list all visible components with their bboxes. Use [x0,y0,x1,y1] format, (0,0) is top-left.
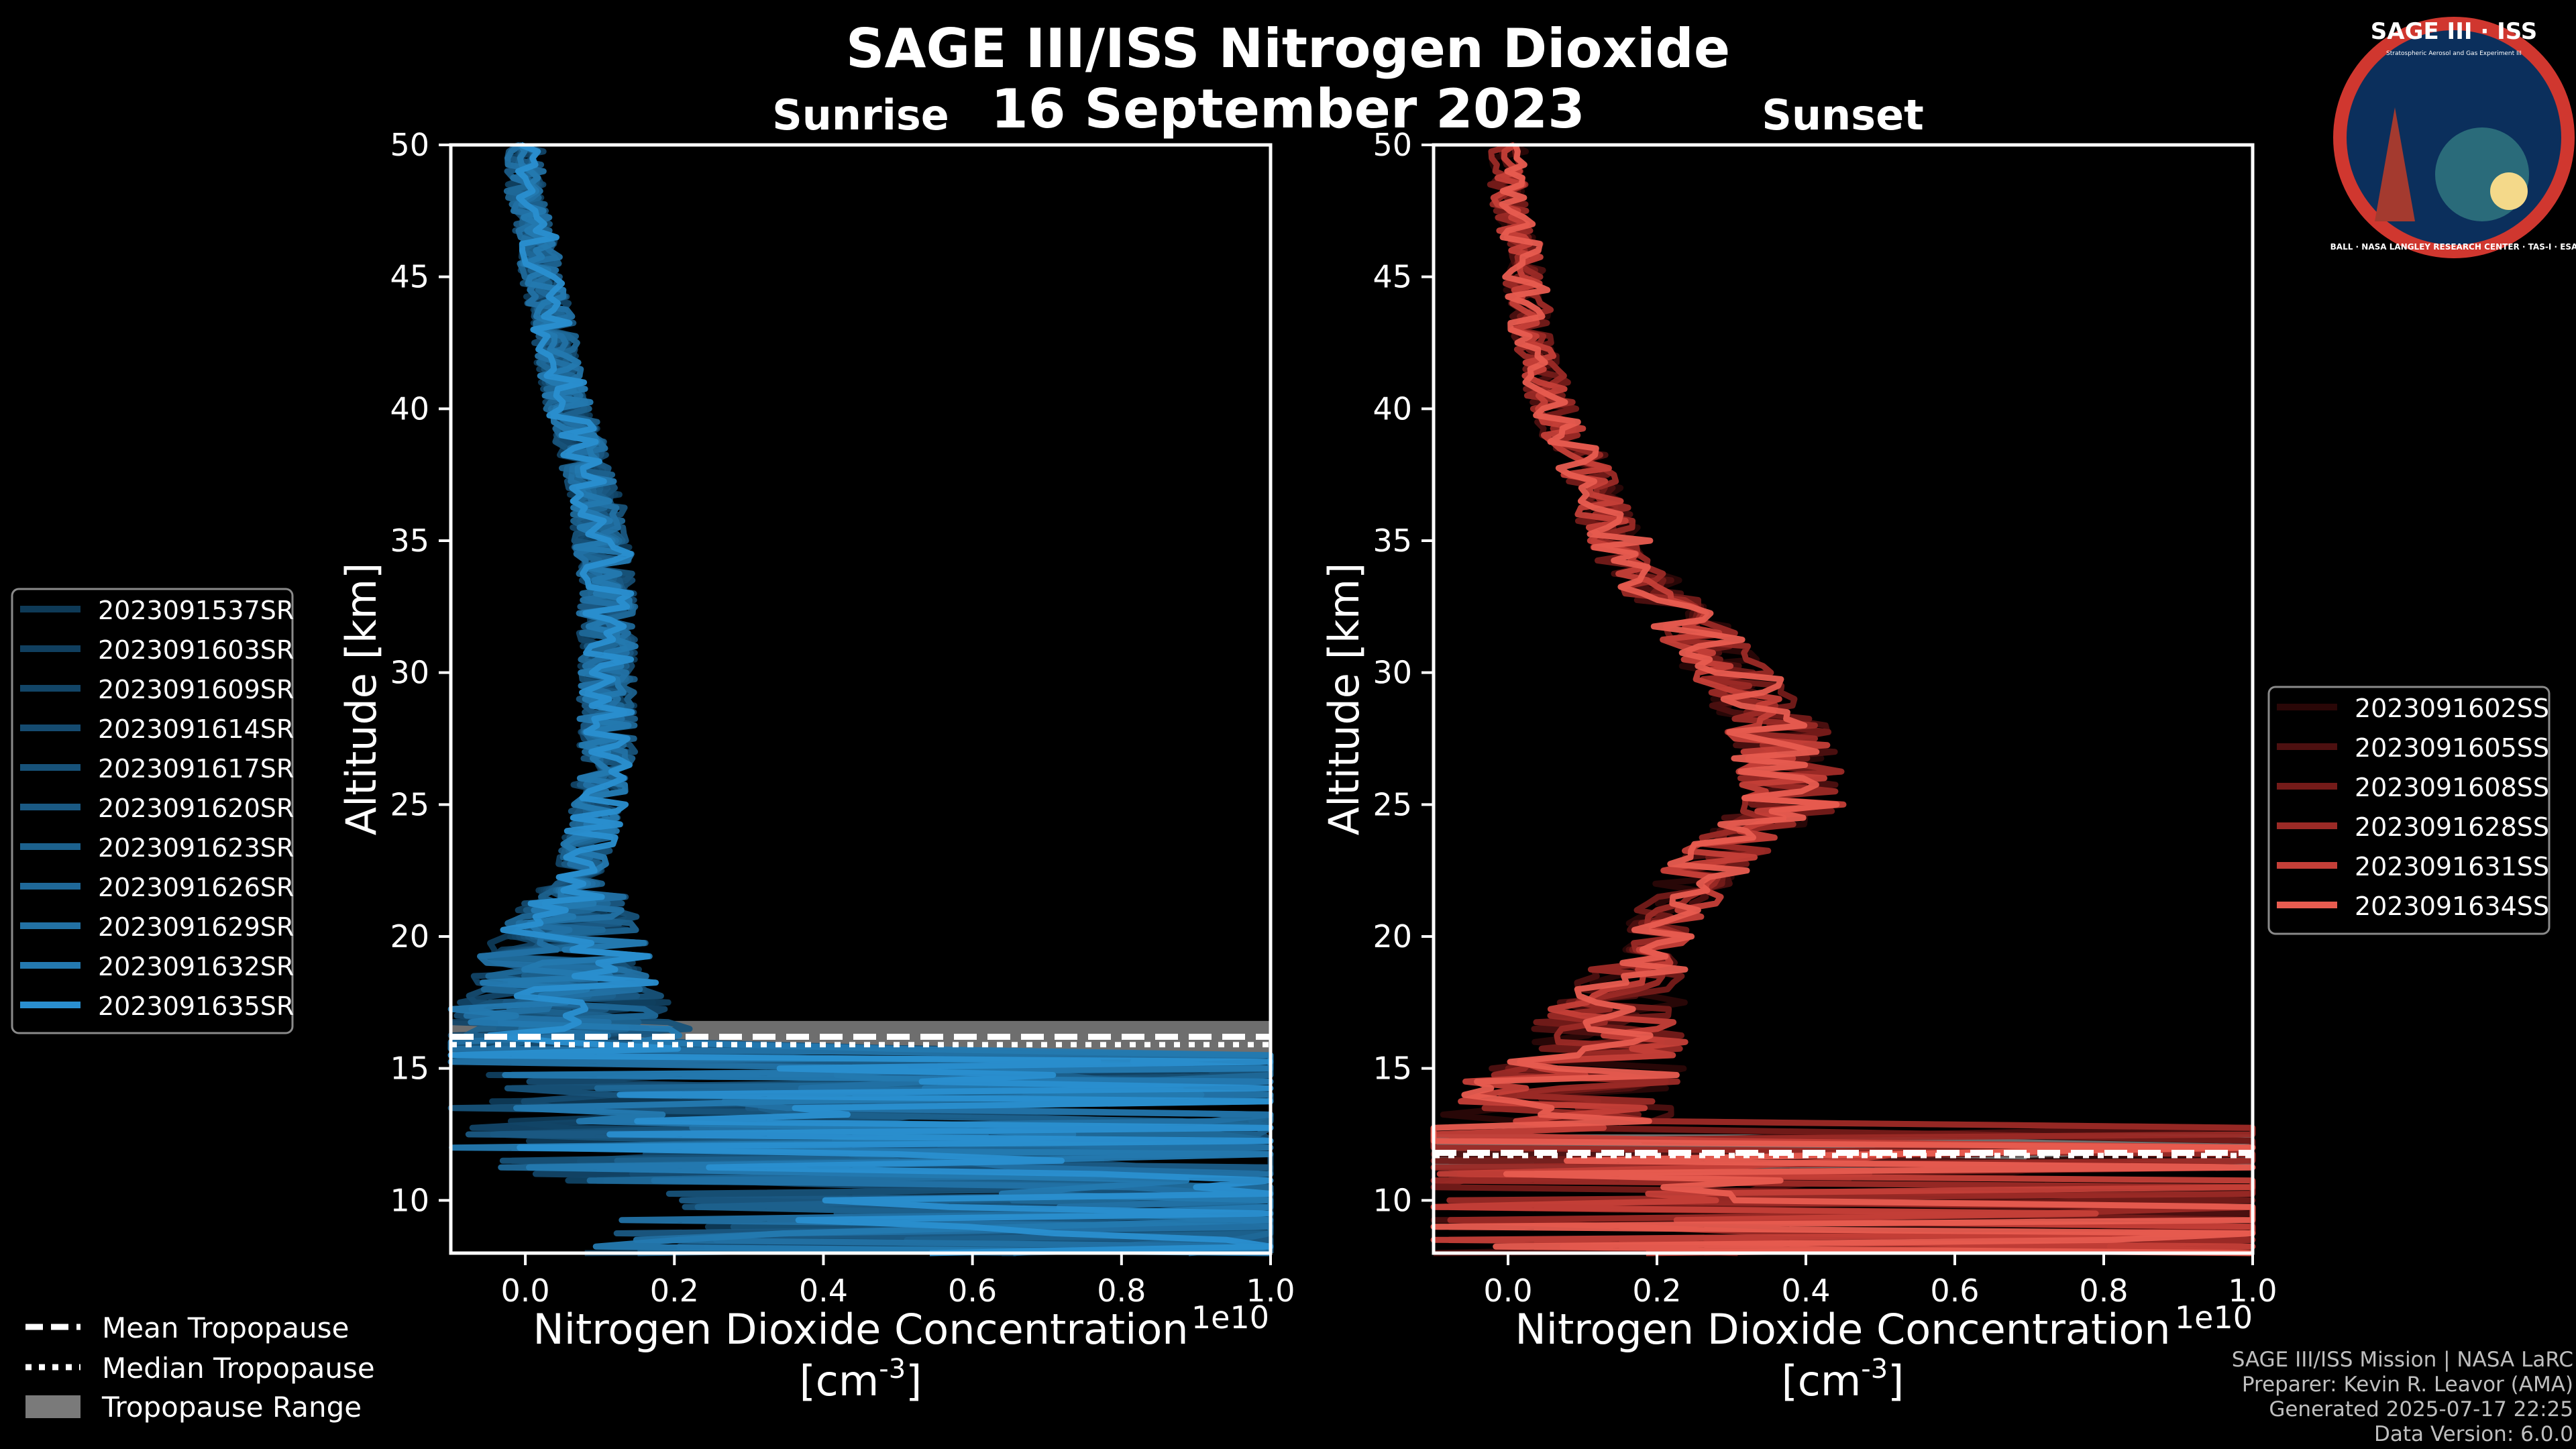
legend-label: 2023091623SR [98,833,294,863]
sunset-tropopause-lines [1434,1150,2253,1159]
sunrise-tropopause-lines [451,1033,1271,1048]
logo-figure-icon [2375,107,2415,221]
sunset-legend-box [2267,686,2551,935]
legend-label: 2023091620SR [98,794,294,823]
figure-date: 16 September 2023 [991,78,1585,140]
x-tick-label: 0.4 [799,1273,848,1309]
sunrise-y-ticks: 10 15 20 25 30 35 40 45 50 [390,127,451,1218]
y-tick-label: 50 [390,127,429,163]
logo-title: SAGE III · ISS [2371,18,2537,45]
tropopause-legend: Mean Tropopause Median Tropopause Tropop… [25,1311,375,1424]
legend-label: 2023091608SS [2355,773,2549,802]
sunset-y-axis-label: Altitude [km] [1320,563,1368,836]
sunset-panel-title: Sunset [1762,91,1924,140]
sage-mission-logo: SAGE III · ISS Stratospheric Aerosol and… [2330,17,2576,258]
footer-preparer: Preparer: Kevin R. Leavor (AMA) [2242,1373,2573,1397]
sunset-legend: 2023091602SS 2023091605SS 2023091608SS 2023… [2267,686,2551,935]
legend-label: 2023091632SR [98,952,294,981]
sunset-units-base: [cm [1782,1356,1862,1405]
x-tick-label: 0.8 [1097,1273,1146,1309]
legend-label: 2023091634SS [2355,892,2549,921]
mean-tropopause-label: Mean Tropopause [102,1311,349,1344]
y-tick-label: 35 [390,523,429,559]
y-tick-label: 50 [1373,127,1412,163]
x-tick-label: 0.8 [2079,1273,2128,1309]
sunset-units-close: ] [1888,1356,1904,1405]
x-tick-label: 0.6 [1930,1273,1979,1309]
sunset-x-axis-label: Nitrogen Dioxide Concentration [1515,1305,2170,1354]
x-tick-label: 0.0 [1483,1273,1532,1309]
y-tick-label: 35 [1373,523,1412,559]
legend-label: 2023091605SS [2355,733,2549,763]
footer-mission: SAGE III/ISS Mission | NASA LaRC [2232,1348,2573,1372]
x-tick-label: 0.4 [1781,1273,1830,1309]
sunset-x-offset-label: 1e10 [2175,1299,2253,1336]
y-tick-label: 20 [390,918,429,955]
sunrise-legend-box [11,588,294,1034]
sunrise-units-base: [cm [800,1356,879,1405]
sunrise-units-exponent: -3 [879,1354,906,1385]
logo-ring-text: BALL · NASA LANGLEY RESEARCH CENTER · TA… [2330,242,2576,252]
sunset-axes-frame [1432,143,2255,1255]
sunrise-x-axis-units: [cm-3] [800,1354,922,1405]
x-tick-label: 1.0 [2228,1273,2277,1309]
y-tick-label: 40 [390,390,429,427]
legend-label: 2023091626SR [98,873,294,902]
sunset-x-ticks: 0.0 0.2 0.4 0.6 0.8 1.0 [1483,1253,2277,1309]
figure-title: SAGE III/ISS Nitrogen Dioxide [846,17,1730,80]
sunset-plot-panel: 0.0 0.2 0.4 0.6 0.8 1.0 10 15 20 25 30 35 40 45 50 Ni… [1320,127,2277,1405]
sunrise-legend: 2023091537SR 2023091603SR 2023091609SR 2023… [11,588,294,1034]
sunrise-y-axis-label: Altitude [km] [337,563,386,836]
sunrise-axes-frame [449,143,1273,1255]
y-tick-label: 40 [1373,390,1412,427]
profile-line-2023091634SS [1430,144,2256,1256]
legend-label: 2023091602SS [2355,694,2549,723]
x-tick-label: 0.6 [948,1273,997,1309]
logo-subtitle: Stratospheric Aerosol and Gas Experiment… [2386,50,2522,57]
y-tick-label: 15 [1373,1051,1412,1087]
legend-label: 2023091609SR [98,675,294,704]
legend-label: 2023091629SR [98,912,294,942]
y-tick-label: 30 [1373,655,1412,691]
y-tick-label: 45 [390,259,429,295]
y-tick-label: 10 [1373,1182,1412,1218]
sunrise-x-axis-label: Nitrogen Dioxide Concentration [533,1305,1188,1354]
y-tick-label: 25 [1373,786,1412,822]
x-tick-label: 0.2 [650,1273,699,1309]
x-tick-label: 0.2 [1632,1273,1681,1309]
logo-sun-icon [2490,172,2528,210]
sunrise-x-ticks: 0.0 0.2 0.4 0.6 0.8 1.0 [501,1253,1295,1309]
legend-label: 2023091603SR [98,635,294,665]
sunset-y-ticks: 10 15 20 25 30 35 40 45 50 [1373,127,1434,1218]
y-tick-label: 20 [1373,918,1412,955]
sunset-units-exponent: -3 [1861,1354,1888,1385]
x-tick-label: 1.0 [1246,1273,1295,1309]
tropopause-range-swatch [25,1395,80,1418]
sunrise-panel-title: Sunrise [772,91,949,140]
sunset-x-axis-units: [cm-3] [1782,1354,1904,1405]
y-tick-label: 45 [1373,259,1412,295]
legend-label: 2023091628SS [2355,812,2549,842]
footer-version: Data Version: 6.0.0 [2374,1422,2573,1446]
x-tick-label: 0.0 [501,1273,550,1309]
legend-label: 2023091635SR [98,991,294,1021]
legend-label: 2023091617SR [98,754,294,784]
median-tropopause-label: Median Tropopause [102,1352,375,1385]
footer-credits: SAGE III/ISS Mission | NASA LaRC Prepare… [2232,1348,2573,1446]
legend-label: 2023091614SR [98,714,294,744]
sunset-profile-lines [1430,142,2256,1256]
legend-label: 2023091537SR [98,596,294,625]
y-tick-label: 30 [390,655,429,691]
y-tick-label: 15 [390,1051,429,1087]
y-tick-label: 10 [390,1182,429,1218]
tropopause-range-label: Tropopause Range [101,1391,362,1424]
profile-line-2023091635SR [447,142,1274,1256]
y-tick-label: 25 [390,786,429,822]
sunrise-plot-panel: 0.0 0.2 0.4 0.6 0.8 1.0 10 15 20 25 30 35 40 45 50 Ni… [337,127,1295,1405]
sunrise-x-offset-label: 1e10 [1191,1299,1269,1336]
footer-generated: Generated 2025-07-17 22:25 [2269,1397,2573,1421]
legend-label: 2023091631SS [2355,852,2549,881]
sunrise-units-close: ] [906,1356,922,1405]
